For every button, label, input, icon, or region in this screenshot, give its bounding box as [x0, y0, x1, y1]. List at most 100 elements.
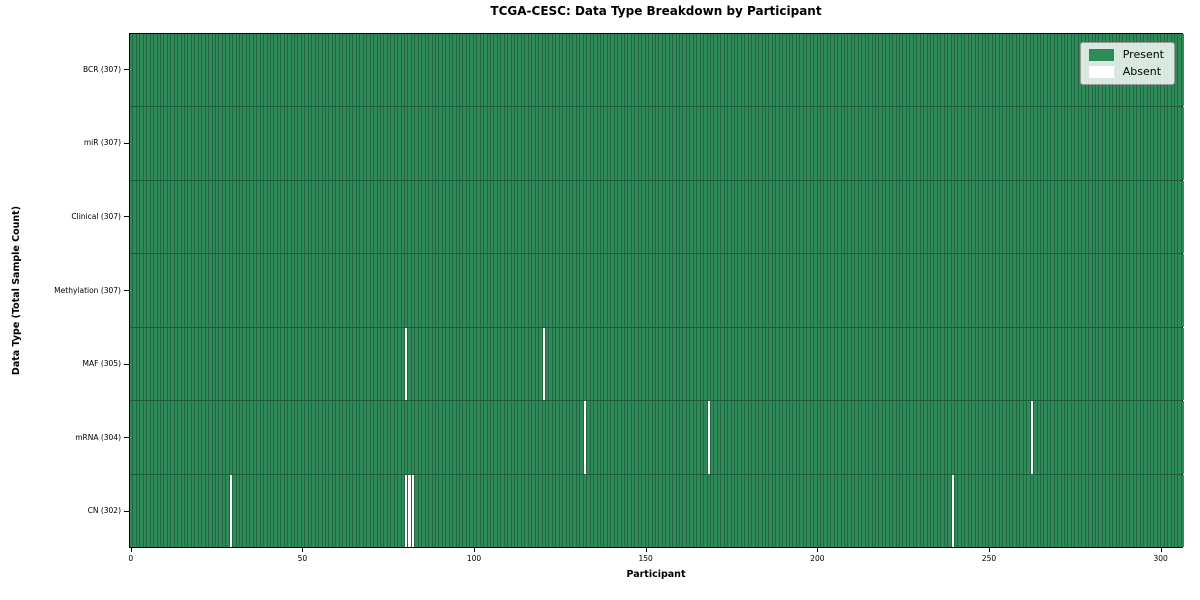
heatmap-cell-present: [641, 34, 645, 107]
heatmap-cell-present: [624, 34, 628, 107]
heatmap-cell-present: [483, 474, 487, 547]
heatmap-cell-present: [400, 474, 404, 547]
heatmap-cell-present: [1081, 107, 1085, 180]
heatmap-cell-present: [173, 107, 178, 180]
heatmap-cell-present: [675, 254, 679, 327]
heatmap-cell-present: [967, 474, 972, 547]
heatmap-cell-present: [1026, 107, 1030, 180]
heatmap-cell-present: [469, 107, 473, 180]
heatmap-cell-present: [242, 327, 246, 401]
x-tick-mark: [1160, 548, 1162, 552]
heatmap-cell-present: [414, 34, 418, 107]
heatmap-cell-present: [534, 180, 539, 254]
heatmap-cell-present: [331, 107, 336, 180]
heatmap-cell-present: [888, 34, 893, 107]
heatmap-cell-present: [173, 254, 178, 327]
heatmap-cell-present: [1125, 254, 1130, 327]
heatmap-cell-present: [617, 107, 621, 180]
heatmap-cell-present: [1019, 474, 1023, 547]
heatmap-cell-present: [369, 107, 374, 180]
heatmap-cell-present: [868, 254, 872, 327]
heatmap-cell-present: [864, 180, 869, 254]
heatmap-cell-present: [771, 474, 776, 547]
heatmap-cell-present: [806, 107, 810, 180]
heatmap-cell-present: [204, 107, 209, 180]
heatmap-cell-present: [204, 254, 209, 327]
heatmap-cell-present: [1088, 107, 1092, 180]
heatmap-cell-present: [438, 254, 442, 327]
heatmap-cell-present: [782, 107, 786, 180]
heatmap-cell-present: [854, 474, 858, 547]
heatmap-cell-present: [534, 107, 539, 180]
heatmap-cell-present: [153, 474, 157, 547]
heatmap-cell-present: [135, 180, 140, 254]
heatmap-cell-present: [658, 34, 662, 107]
heatmap-cell-present: [764, 254, 769, 327]
heatmap-cell-present: [929, 254, 934, 327]
heatmap-cell-present: [593, 34, 597, 107]
heatmap-cell-present: [544, 180, 549, 254]
legend-swatch-present: [1088, 49, 1114, 61]
heatmap-cell-present: [459, 107, 463, 180]
heatmap-cell-present: [1015, 474, 1020, 547]
heatmap-cell-present: [888, 401, 893, 474]
heatmap-cell-present: [1084, 327, 1089, 401]
heatmap-cell-present: [685, 401, 690, 474]
heatmap-cell-present: [565, 474, 569, 547]
heatmap-cell-absent: [541, 327, 545, 401]
heatmap-cell-present: [713, 180, 717, 254]
heatmap-cell-present: [668, 401, 673, 474]
heatmap-cell-present: [194, 327, 198, 401]
heatmap-cell-present: [785, 107, 789, 180]
heatmap-cell-present: [692, 254, 697, 327]
heatmap-cell-present: [1091, 327, 1095, 401]
heatmap-cell-present: [658, 254, 662, 327]
heatmap-cell-present: [579, 327, 583, 401]
heatmap-cell-present: [290, 254, 294, 327]
heatmap-cell-present: [885, 34, 889, 107]
heatmap-cell-present: [1074, 34, 1078, 107]
heatmap-cell-present: [703, 34, 707, 107]
heatmap-cell-present: [204, 180, 209, 254]
heatmap-cell-present: [373, 474, 377, 547]
heatmap-cell-present: [290, 401, 294, 474]
heatmap-cell-present: [885, 254, 889, 327]
legend-entry-present: Present: [1088, 49, 1164, 61]
heatmap-cell-present: [544, 254, 549, 327]
heatmap-cell-present: [345, 401, 349, 474]
heatmap-cell-absent: [1029, 401, 1034, 474]
heatmap-cell-present: [342, 327, 346, 401]
heatmap-cell-present: [830, 327, 834, 401]
heatmap-cell-present: [606, 401, 611, 474]
heatmap-cell-present: [847, 254, 851, 327]
heatmap-cell-present: [923, 180, 927, 254]
heatmap-cell-present: [486, 327, 490, 401]
heatmap-cell-present: [242, 180, 246, 254]
heatmap-cell-present: [410, 34, 415, 107]
heatmap-cell-present: [441, 474, 446, 547]
heatmap-cell-present: [345, 254, 349, 327]
heatmap-cell-present: [737, 107, 741, 180]
heatmap-cell-present: [617, 34, 621, 107]
heatmap-cell-present: [1136, 180, 1140, 254]
heatmap-cell-present: [366, 34, 370, 107]
heatmap-cell-present: [648, 180, 652, 254]
heatmap-cell-present: [1180, 254, 1185, 327]
heatmap-cell-present: [634, 254, 638, 327]
heatmap-cell-present: [754, 180, 759, 254]
heatmap-cell-present: [771, 34, 776, 107]
heatmap-cell-present: [692, 401, 697, 474]
heatmap-cell-present: [544, 474, 549, 547]
heatmap-cell-present: [249, 34, 253, 107]
heatmap-cell-present: [469, 327, 473, 401]
heatmap-cell-present: [211, 107, 215, 180]
heatmap-cell-present: [177, 180, 181, 254]
heatmap-cell-present: [355, 254, 360, 327]
heatmap-cell-present: [417, 327, 422, 401]
heatmap-cell-present: [180, 327, 184, 401]
heatmap-cell-present: [130, 327, 133, 401]
heatmap-cell-present: [692, 180, 697, 254]
heatmap-cell-present: [379, 107, 384, 180]
heatmap-cell-present: [503, 254, 508, 327]
